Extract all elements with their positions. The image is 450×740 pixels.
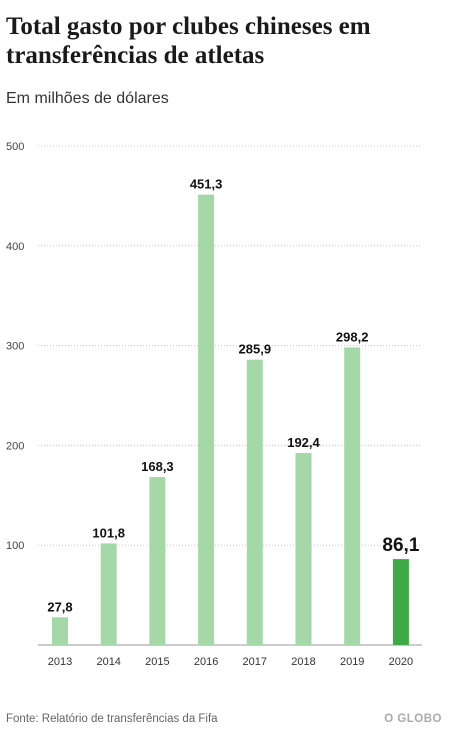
bar-2016 [198,194,215,645]
y-tick-label: 300 [6,341,24,353]
x-tick-label: 2019 [340,656,364,668]
chart-title: Total gasto por clubes chineses em trans… [6,13,371,69]
value-label: 285,9 [239,342,272,357]
y-tick-label: 100 [6,540,24,552]
y-tick-label: 500 [6,141,24,153]
bar-2015 [149,477,166,645]
x-tick-label: 2016 [194,656,218,668]
value-label: 168,3 [141,459,174,474]
brand-logo: O GLOBO [384,713,442,725]
value-label: 192,4 [287,435,320,450]
y-tick-label: 200 [6,440,24,452]
bar-2017 [246,359,263,645]
x-tick-label: 2020 [389,656,413,668]
y-tick-label: 400 [6,241,24,253]
x-tick-label: 2013 [48,656,72,668]
x-tick-label: 2015 [145,656,169,668]
source-note: Fonte: Relatório de transferências da Fi… [6,713,218,725]
value-label: 27,8 [47,599,72,614]
bar-2013 [52,617,68,645]
value-label: 86,1 [382,535,419,556]
x-tick-label: 2018 [291,656,315,668]
value-label: 298,2 [336,329,369,344]
x-tick-label: 2014 [96,656,120,668]
value-label: 101,8 [92,525,125,540]
chart-subtitle: Em milhões de dólares [6,90,169,107]
bar-2019 [344,347,361,645]
value-label: 451,3 [190,177,223,192]
bar-2020 [392,559,409,645]
bar-2018 [295,452,312,645]
x-tick-label: 2017 [243,656,267,668]
bar-2014 [100,543,117,645]
